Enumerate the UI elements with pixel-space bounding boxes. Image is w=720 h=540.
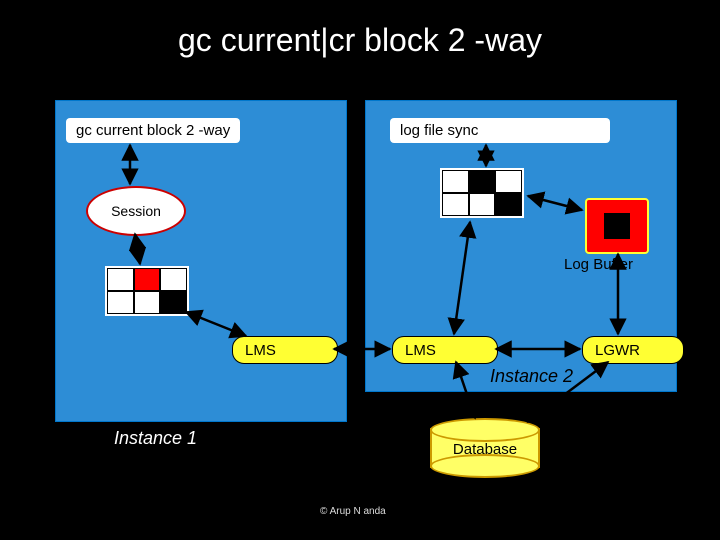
panel-instance-1: [55, 100, 347, 422]
buffer-grid-bottom: [105, 266, 189, 316]
lms-left-node: LMS: [232, 336, 338, 364]
lms-right-node: LMS: [392, 336, 498, 364]
instance-1-label: Instance 1: [114, 428, 197, 449]
instance-2-label: Instance 2: [490, 366, 573, 387]
session-node: Session: [86, 186, 186, 236]
database-cylinder: Database: [430, 418, 540, 478]
session-node-label: Session: [111, 203, 161, 219]
page-title: gc current|cr block 2 -way: [0, 22, 720, 59]
buffer-grid-top: [440, 168, 524, 218]
lms-right-label: LMS: [405, 342, 436, 359]
lms-left-label: LMS: [245, 342, 276, 359]
log-buffer-label: Log Buffer: [564, 256, 633, 273]
lgwr-node: LGWR: [582, 336, 684, 364]
logfilesync-label: log file sync: [390, 118, 610, 143]
gc-wait-event-label: gc current block 2 -way: [66, 118, 240, 143]
database-label: Database: [430, 441, 540, 458]
lgwr-label: LGWR: [595, 342, 640, 359]
copyright-footer: © Arup N anda: [320, 506, 386, 517]
log-buffer-node: [585, 198, 649, 254]
log-buffer-hole-icon: [604, 213, 630, 239]
